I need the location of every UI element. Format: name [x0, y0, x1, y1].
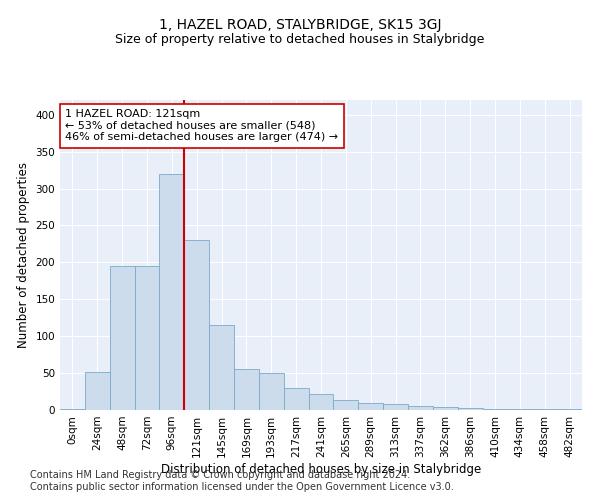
Bar [408, 406, 433, 410]
Y-axis label: Number of detached properties: Number of detached properties [17, 162, 30, 348]
Bar [234, 370, 259, 410]
Bar [308, 394, 334, 410]
Text: Size of property relative to detached houses in Stalybridge: Size of property relative to detached ho… [115, 32, 485, 46]
Bar [110, 266, 134, 410]
Bar [433, 407, 458, 410]
Bar [482, 408, 508, 410]
Text: 1, HAZEL ROAD, STALYBRIDGE, SK15 3GJ: 1, HAZEL ROAD, STALYBRIDGE, SK15 3GJ [159, 18, 441, 32]
Text: 1 HAZEL ROAD: 121sqm
← 53% of detached houses are smaller (548)
46% of semi-deta: 1 HAZEL ROAD: 121sqm ← 53% of detached h… [65, 110, 338, 142]
Bar [334, 400, 358, 410]
Text: Contains public sector information licensed under the Open Government Licence v3: Contains public sector information licen… [30, 482, 454, 492]
Bar [458, 408, 482, 410]
Bar [508, 408, 532, 410]
X-axis label: Distribution of detached houses by size in Stalybridge: Distribution of detached houses by size … [161, 462, 481, 475]
Bar [209, 325, 234, 410]
Text: Contains HM Land Registry data © Crown copyright and database right 2024.: Contains HM Land Registry data © Crown c… [30, 470, 410, 480]
Bar [60, 408, 85, 410]
Bar [358, 402, 383, 410]
Bar [184, 240, 209, 410]
Bar [284, 388, 308, 410]
Bar [85, 372, 110, 410]
Bar [134, 266, 160, 410]
Bar [160, 174, 184, 410]
Bar [383, 404, 408, 410]
Bar [259, 373, 284, 410]
